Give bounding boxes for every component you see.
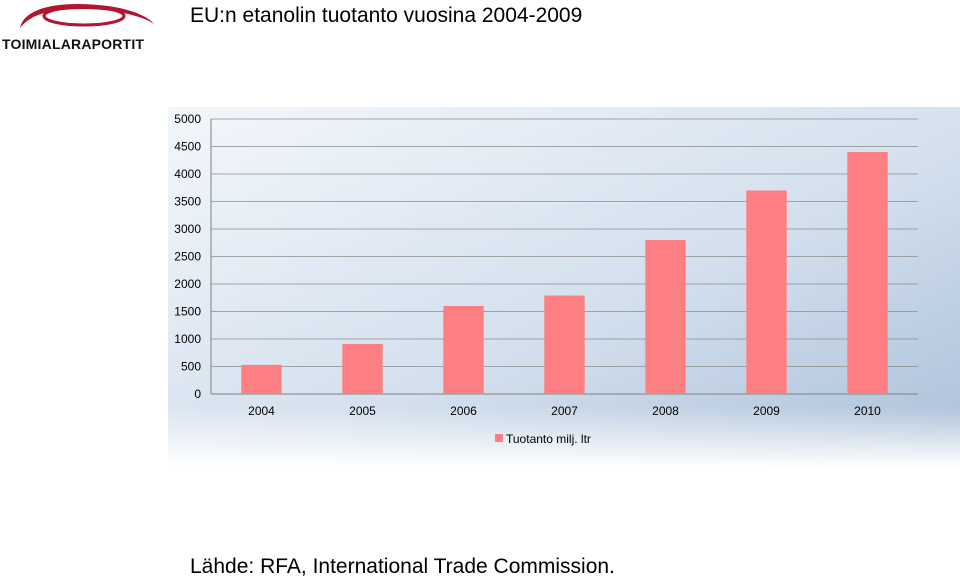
y-tick-label: 2000	[174, 277, 201, 291]
x-tick-label: 2004	[248, 404, 275, 418]
bar-2006	[443, 306, 484, 394]
logo-text: TOIMIALARAPORTIT	[2, 36, 145, 52]
legend-swatch	[495, 434, 503, 442]
x-tick-label: 2010	[854, 404, 881, 418]
x-tick-label: 2005	[349, 404, 376, 418]
bar-2004	[241, 364, 282, 394]
x-tick-label: 2006	[450, 404, 477, 418]
page-title: EU:n etanolin tuotanto vuosina 2004-2009	[190, 4, 583, 27]
source-note: Lähde: RFA, International Trade Commissi…	[190, 555, 615, 578]
y-tick-label: 3500	[174, 195, 201, 209]
bar-2008	[645, 240, 686, 394]
y-tick-label: 1500	[174, 305, 201, 319]
y-tick-label: 1000	[174, 332, 201, 346]
bar-2005	[342, 343, 383, 394]
toimialaraportit-logo: TOIMIALARAPORTIT	[0, 0, 160, 56]
x-tick-label: 2008	[652, 404, 679, 418]
y-tick-label: 500	[181, 360, 201, 374]
logo-arc-icon	[20, 4, 154, 28]
x-tick-label: 2009	[753, 404, 780, 418]
y-tick-label: 4500	[174, 140, 201, 154]
y-tick-label: 3000	[174, 222, 201, 236]
bar-2009	[746, 190, 787, 394]
legend-label: Tuotanto milj. ltr	[506, 432, 591, 446]
chart-background	[168, 107, 960, 467]
y-tick-label: 2500	[174, 250, 201, 264]
bar-2010	[847, 152, 888, 394]
y-tick-label: 4000	[174, 167, 201, 181]
y-tick-label: 5000	[174, 112, 201, 126]
bar-2007	[544, 295, 585, 394]
y-tick-label: 0	[194, 387, 201, 401]
x-tick-label: 2007	[551, 404, 578, 418]
